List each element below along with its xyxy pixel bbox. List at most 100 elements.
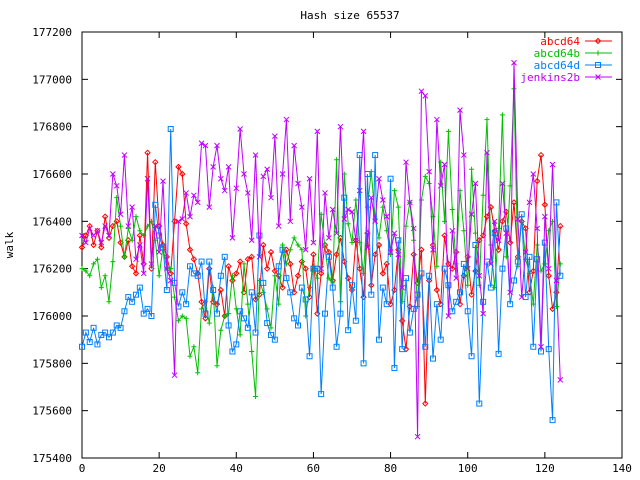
data-point xyxy=(337,123,344,130)
data-point xyxy=(410,251,417,258)
data-point xyxy=(472,267,479,275)
data-point xyxy=(441,161,448,168)
data-point xyxy=(272,273,278,279)
legend-label: abcd64b xyxy=(534,47,580,60)
data-point xyxy=(187,213,193,220)
data-point xyxy=(538,343,544,350)
data-point xyxy=(86,225,93,232)
data-point xyxy=(538,268,544,274)
data-point xyxy=(91,261,97,267)
data-point xyxy=(263,265,271,272)
data-point xyxy=(283,116,290,123)
data-point xyxy=(222,313,228,319)
data-point xyxy=(499,265,506,272)
legend-label: abcd64d xyxy=(534,59,580,72)
chart-title: Hash size 65537 xyxy=(300,9,399,22)
data-point xyxy=(268,331,274,338)
data-point xyxy=(433,301,440,308)
data-point xyxy=(433,286,441,294)
data-point xyxy=(549,417,556,424)
data-point xyxy=(190,255,198,263)
data-point xyxy=(283,275,290,282)
x-tick-label: 80 xyxy=(384,462,397,475)
data-point xyxy=(356,187,363,194)
data-point xyxy=(306,175,313,182)
data-point xyxy=(287,260,294,268)
data-point xyxy=(403,159,409,166)
data-point xyxy=(522,294,529,301)
data-point xyxy=(310,239,317,246)
data-point xyxy=(383,213,390,220)
data-point xyxy=(248,253,255,261)
data-point xyxy=(214,363,220,369)
data-point xyxy=(90,232,97,239)
data-point xyxy=(183,190,189,196)
data-point xyxy=(557,222,564,230)
data-point xyxy=(545,346,552,353)
data-point xyxy=(175,163,182,171)
data-point xyxy=(461,152,467,158)
data-point xyxy=(133,214,139,220)
data-point xyxy=(279,284,286,291)
data-point xyxy=(353,197,359,203)
data-point xyxy=(484,117,490,123)
data-point xyxy=(195,370,201,376)
data-point xyxy=(557,377,564,383)
data-point xyxy=(314,265,321,272)
data-point xyxy=(302,296,309,303)
data-point xyxy=(117,211,124,218)
data-point xyxy=(352,317,359,324)
data-point xyxy=(83,239,89,246)
data-point xyxy=(294,272,302,279)
data-point xyxy=(499,218,506,225)
data-point xyxy=(333,251,340,258)
series-abcd64 xyxy=(78,149,564,407)
data-point xyxy=(272,133,278,139)
y-tick-label: 175800 xyxy=(32,357,72,370)
data-point xyxy=(275,223,282,229)
y-tick-label: 175400 xyxy=(32,452,72,465)
data-point xyxy=(341,194,348,201)
data-point xyxy=(156,273,162,279)
data-point xyxy=(329,284,336,291)
data-point xyxy=(302,246,309,253)
data-point xyxy=(291,315,298,322)
data-point xyxy=(109,329,116,336)
data-point xyxy=(183,315,189,321)
data-point xyxy=(314,128,321,135)
data-point xyxy=(140,270,147,277)
series-jenkins2b xyxy=(79,59,564,440)
data-point xyxy=(434,263,440,269)
y-tick-label: 177200 xyxy=(32,26,72,39)
data-point xyxy=(541,201,549,208)
data-point xyxy=(542,213,548,220)
data-point xyxy=(449,207,455,212)
data-point xyxy=(445,282,452,289)
data-point xyxy=(229,348,236,355)
data-point xyxy=(86,339,93,346)
data-point xyxy=(117,324,124,331)
x-tick-label: 40 xyxy=(230,462,243,475)
data-point xyxy=(152,158,159,166)
data-point xyxy=(137,228,143,234)
data-point xyxy=(530,343,537,350)
data-point xyxy=(380,197,386,203)
data-point xyxy=(237,308,244,315)
data-point xyxy=(287,247,293,253)
data-point xyxy=(253,393,259,399)
data-point xyxy=(167,277,174,284)
data-point xyxy=(434,116,440,123)
data-point xyxy=(418,197,424,203)
data-point xyxy=(322,310,328,317)
data-point xyxy=(102,273,108,279)
data-point xyxy=(182,220,190,227)
data-point xyxy=(445,128,451,134)
data-point xyxy=(210,286,217,293)
data-point xyxy=(426,180,432,186)
data-point xyxy=(476,400,483,407)
data-point xyxy=(422,173,428,179)
data-point xyxy=(102,329,109,336)
data-point xyxy=(237,332,243,338)
data-point xyxy=(229,235,236,241)
